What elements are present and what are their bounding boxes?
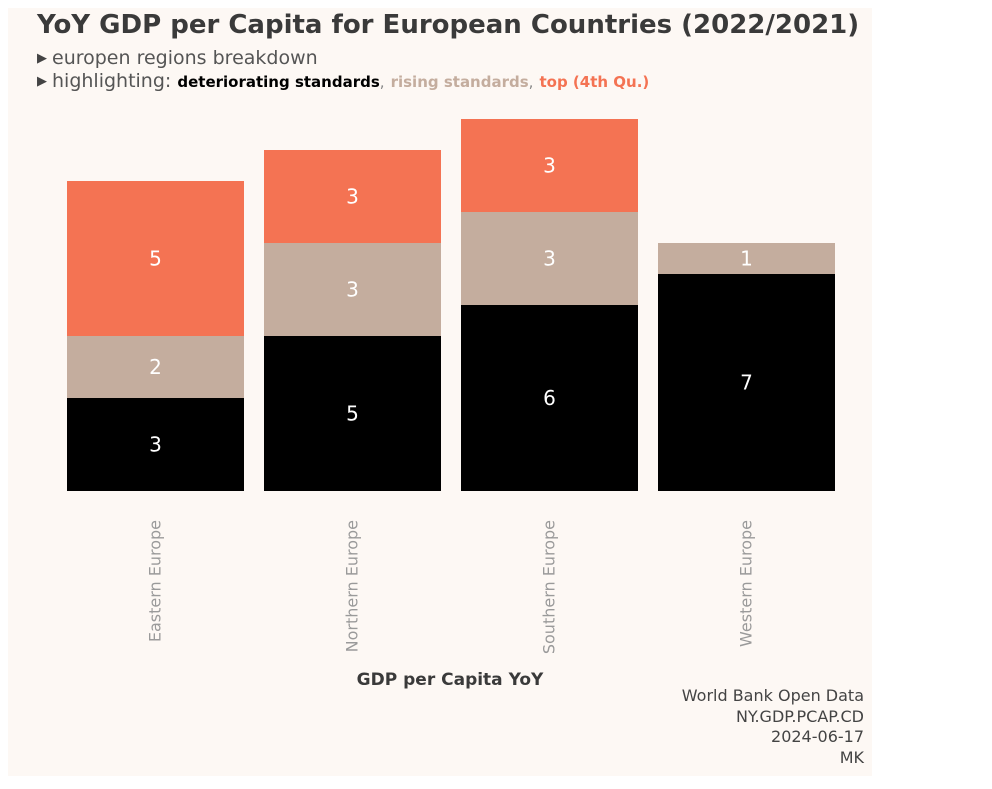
x-tick-label-western-europe: Western Europe xyxy=(737,520,756,647)
highlight-prefix: highlighting: xyxy=(52,70,172,92)
bar-northern-europe-top-4th-qu xyxy=(264,150,441,243)
bar-southern-europe-rising-standards xyxy=(461,212,638,305)
bullet-triangle-icon: ▶ xyxy=(37,74,47,89)
data-label-southern-europe-top-4th-qu: 3 xyxy=(543,154,556,178)
data-label-northern-europe-deteriorating-standards: 5 xyxy=(346,402,359,426)
legend-top: top (4th Qu.) xyxy=(539,73,650,91)
chart-subtitle: ▶ europen regions breakdown xyxy=(37,47,318,69)
data-label-eastern-europe-deteriorating-standards: 3 xyxy=(149,433,162,457)
chart-title: YoY GDP per Capita for European Countrie… xyxy=(37,10,860,40)
footer-indicator: NY.GDP.PCAP.CD xyxy=(735,706,864,726)
x-tick-label-eastern-europe: Eastern Europe xyxy=(146,520,165,642)
data-label-northern-europe-rising-standards: 3 xyxy=(346,278,359,302)
x-tick-label-southern-europe: Southern Europe xyxy=(540,520,559,654)
data-label-northern-europe-top-4th-qu: 3 xyxy=(346,185,359,209)
bars-layer: 3 2 5 5 3 3 6 3 3 7 1 xyxy=(67,119,835,491)
bullet-triangle-icon: ▶ xyxy=(37,51,47,66)
data-label-southern-europe-deteriorating-standards: 6 xyxy=(543,386,556,410)
bar-western-europe-rising-standards xyxy=(658,243,835,274)
bar-western-europe-deteriorating-standards xyxy=(658,274,835,491)
data-label-western-europe-rising-standards: 1 xyxy=(740,247,753,271)
legend-rising: rising standards xyxy=(390,73,529,91)
bar-southern-europe-top-4th-qu xyxy=(461,119,638,212)
bar-eastern-europe-top-4th-qu xyxy=(67,181,244,336)
highlight-legend: ▶ highlighting: deteriorating standards, … xyxy=(37,70,650,92)
tick-labels-layer: Eastern Europe Northern Europe Southern Eu… xyxy=(146,520,756,654)
data-label-southern-europe-rising-standards: 3 xyxy=(543,247,556,271)
footer-date: 2024-06-17 xyxy=(771,727,864,746)
subtitle-text: europen regions breakdown xyxy=(52,47,318,69)
bar-eastern-europe-rising-standards xyxy=(67,336,244,398)
bar-northern-europe-deteriorating-standards xyxy=(264,336,441,491)
bar-southern-europe-deteriorating-standards xyxy=(461,305,638,491)
legend-deteriorating: deteriorating standards xyxy=(177,73,380,91)
footer-author: MK xyxy=(839,747,864,767)
data-label-western-europe-deteriorating-standards: 7 xyxy=(740,371,753,395)
footer-credits: World Bank Open Data NY.GDP.PCAP.CD 2024… xyxy=(682,686,864,768)
x-tick-label-northern-europe: Northern Europe xyxy=(343,520,362,652)
bar-northern-europe-rising-standards xyxy=(264,243,441,336)
data-label-eastern-europe-rising-standards: 2 xyxy=(149,355,162,379)
x-axis-label: GDP per Capita YoY xyxy=(357,670,544,690)
bar-eastern-europe-deteriorating-standards xyxy=(67,398,244,491)
data-label-eastern-europe-top-4th-qu: 5 xyxy=(149,247,162,271)
footer-source: World Bank Open Data xyxy=(681,686,864,705)
